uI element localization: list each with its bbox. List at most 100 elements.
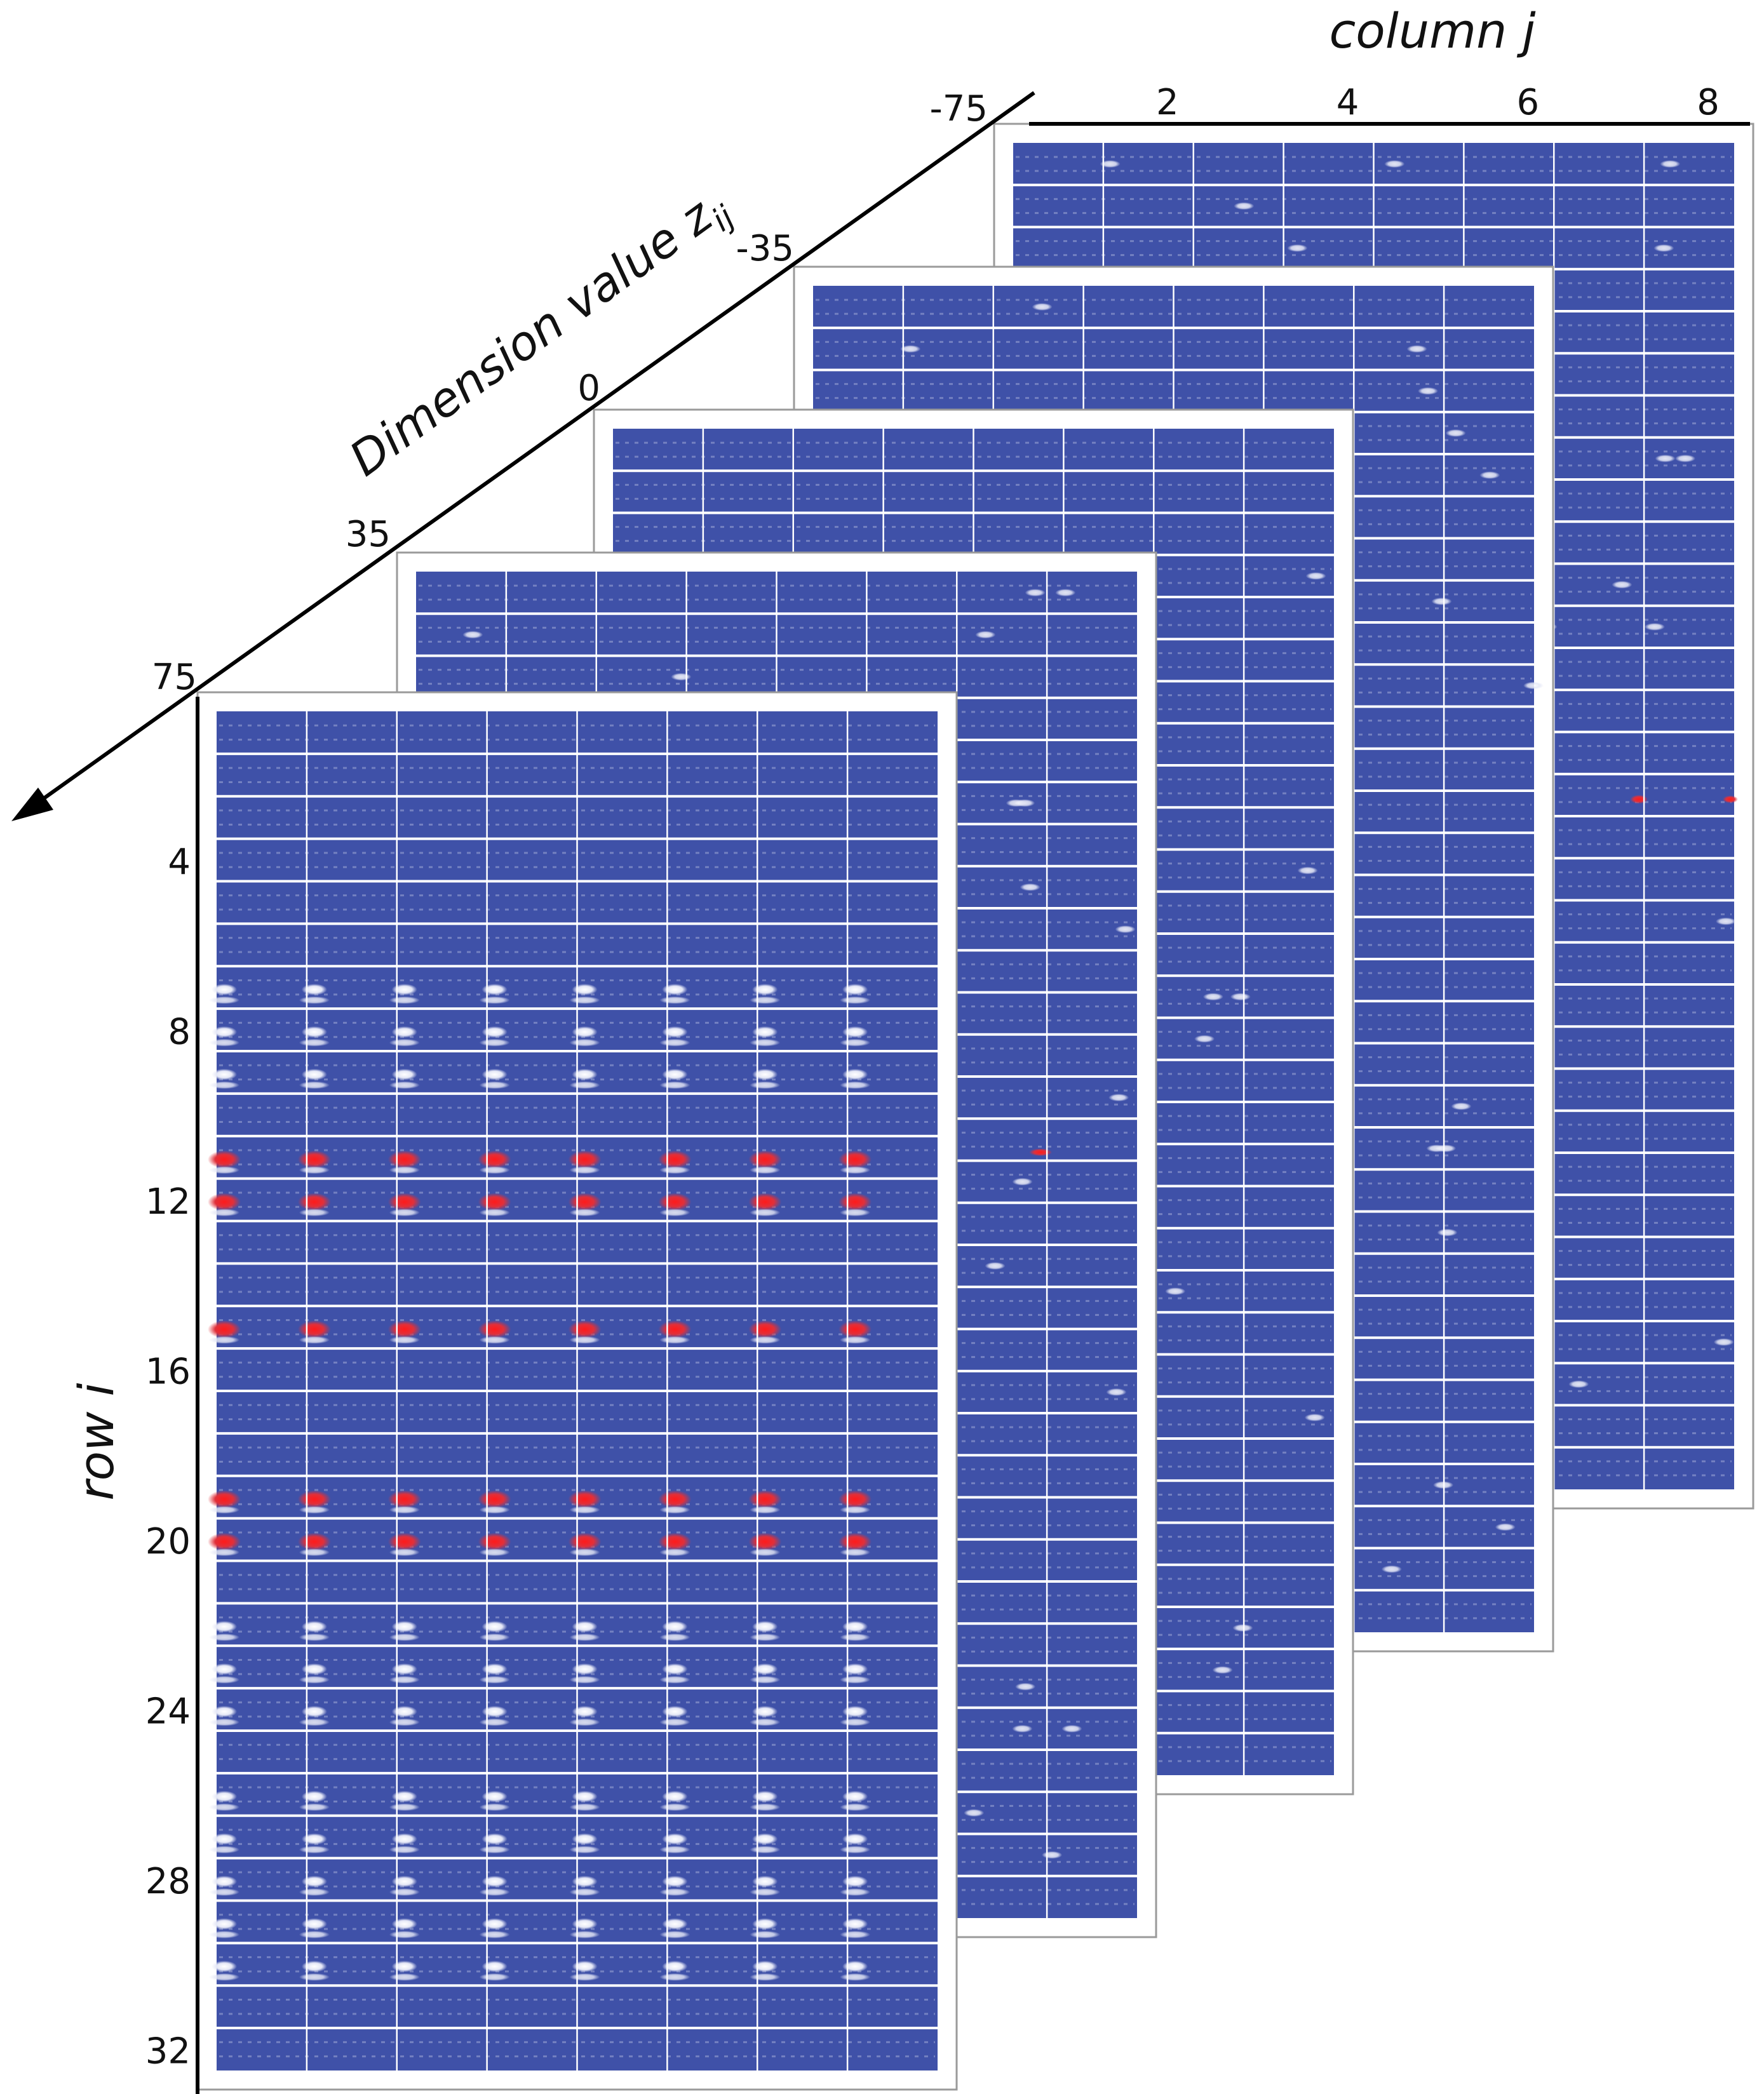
hotspot-high [658, 1490, 692, 1508]
hotspot-low [301, 984, 327, 996]
hotspot-halo [479, 1803, 510, 1811]
hotspot-halo [209, 996, 239, 1004]
hotspot-low [391, 984, 417, 996]
hotspot-high [1723, 795, 1738, 803]
hotspot-high [297, 1193, 331, 1211]
hotspot-halo [569, 1888, 600, 1896]
hotspot-low [662, 1663, 688, 1675]
hotspot-halo [659, 1803, 690, 1811]
hotspot-halo [750, 1506, 781, 1514]
column-tick-label: 4 [1336, 82, 1359, 123]
hotspot-halo [389, 1846, 420, 1854]
depth-tick-label: 35 [346, 514, 391, 555]
hotspot-halo [569, 1506, 600, 1514]
hotspot-low [301, 1621, 327, 1633]
hotspot-low [752, 1790, 778, 1802]
hotspot-halo [750, 1548, 781, 1557]
hotspot-halo [840, 1888, 871, 1896]
hotspot-low [212, 1918, 237, 1930]
depth-tick-label: 75 [152, 657, 197, 698]
hotspot-low [301, 1876, 327, 1888]
hotspot-high [387, 1193, 421, 1211]
hotspot-halo [299, 1506, 330, 1514]
hotspot-high [1029, 1148, 1053, 1157]
hotspot-halo [750, 1973, 781, 1981]
hotspot-halo [479, 1675, 510, 1684]
hotspot-halo [479, 1548, 510, 1557]
hotspot-high [658, 1320, 692, 1339]
hotspot-halo [569, 1209, 600, 1217]
depth-tick-label: -75 [930, 88, 988, 130]
hotspot-low [1675, 454, 1696, 462]
hotspot-low [662, 1961, 688, 1973]
hotspot-halo [840, 996, 871, 1004]
hotspot-low [1451, 1102, 1472, 1110]
hotspot-halo [389, 1633, 420, 1641]
row-axis-title: row i [68, 1383, 125, 1500]
hotspot-halo [209, 1846, 239, 1854]
hotspot-low [481, 1961, 508, 1973]
hotspot-high [838, 1533, 872, 1551]
hotspot-low [572, 984, 598, 996]
hotspot-low [752, 1961, 778, 1973]
hotspot-low [1100, 160, 1121, 168]
hotspot-halo [209, 1973, 239, 1981]
hotspot-low [975, 631, 996, 639]
hotspot-halo [569, 996, 600, 1004]
hotspot-high [748, 1150, 782, 1169]
hotspot-high [658, 1193, 692, 1211]
hotspot-halo [389, 1506, 420, 1514]
hotspot-halo [389, 996, 420, 1004]
hotspot-halo [750, 1931, 781, 1938]
hotspot-halo [389, 1548, 420, 1557]
hotspot-low [1232, 1624, 1253, 1632]
hotspot-halo [479, 1506, 510, 1514]
hotspot-low [752, 1918, 778, 1930]
hotspot-halo [569, 1548, 600, 1557]
hotspot-low [212, 984, 237, 996]
row-tick-label: 28 [145, 1861, 191, 1902]
row-tick-label: 8 [168, 1012, 191, 1053]
hotspot-halo [209, 1803, 239, 1811]
hotspot-high [387, 1320, 421, 1339]
hotspot-low [212, 1961, 237, 1973]
hotspot-halo [389, 1675, 420, 1684]
hotspot-high [838, 1150, 872, 1169]
hotspot-halo [479, 1081, 510, 1089]
hotspot-halo [659, 1548, 690, 1557]
hotspot-halo [840, 1209, 871, 1217]
hotspot-high [478, 1193, 511, 1211]
hotspot-halo [479, 1931, 510, 1938]
hotspot-halo [389, 1718, 420, 1726]
hotspot-high [568, 1490, 602, 1508]
heatmap-slice-5 [196, 691, 958, 2091]
hotspot-low [1108, 1094, 1129, 1102]
hotspot-low [481, 1876, 508, 1888]
depth-tick-label: -35 [736, 228, 794, 269]
hotspot-low [662, 1918, 688, 1930]
hotspot-high [297, 1320, 331, 1339]
hotspot-high [297, 1150, 331, 1169]
hotspot-halo [389, 1973, 420, 1981]
hotspot-halo [479, 1038, 510, 1047]
hotspot-low [391, 1876, 417, 1888]
hotspot-low [572, 1621, 598, 1633]
hotspot-high [297, 1490, 331, 1508]
hotspot-high [208, 1320, 241, 1339]
hotspot-low [1165, 1287, 1186, 1296]
hotspot-low [391, 1961, 417, 1973]
hotspot-low [752, 1876, 778, 1888]
hotspot-halo [209, 1081, 239, 1089]
hotspot-low [212, 1790, 237, 1802]
hotspot-high [478, 1533, 511, 1551]
hotspot-halo [209, 1209, 239, 1217]
hotspot-low [481, 1663, 508, 1675]
hotspot-low [1032, 303, 1053, 311]
hotspot-low [1106, 1388, 1127, 1396]
hotspot-high [208, 1490, 241, 1508]
hotspot-high [297, 1533, 331, 1551]
hotspot-halo [299, 996, 330, 1004]
hotspot-halo [209, 1336, 239, 1344]
hotspot-low [842, 1876, 868, 1888]
